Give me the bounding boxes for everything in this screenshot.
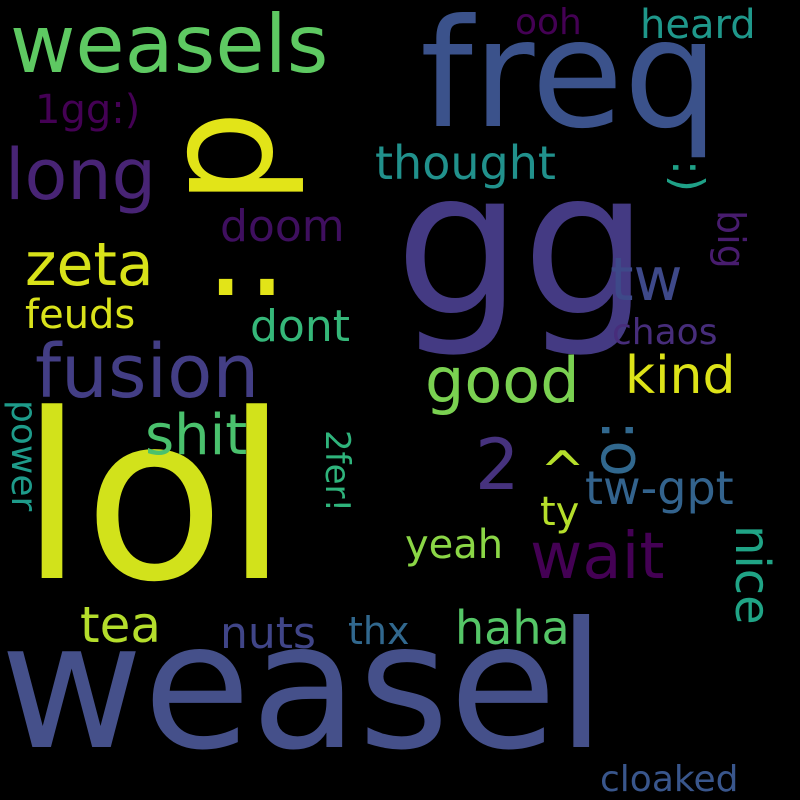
- word-weasels: weasels: [10, 0, 329, 91]
- word-wait: wait: [530, 520, 665, 594]
- word-haha: haha: [455, 601, 570, 655]
- word-thought: thought: [375, 136, 556, 190]
- word-thx: thx: [348, 609, 410, 653]
- word-cloaked: cloaked: [600, 759, 739, 800]
- word-caret: ^: [540, 440, 586, 503]
- word-dots: ..: [205, 174, 288, 326]
- word-kind: kind: [625, 346, 736, 406]
- word-2: 2: [475, 424, 520, 506]
- word-tw-gpt: tw-gpt: [585, 461, 734, 515]
- word-2fer: 2fer!: [317, 430, 357, 513]
- word-fusion: fusion: [35, 329, 260, 415]
- word-lol: lol: [20, 366, 289, 633]
- word-big: big: [709, 210, 753, 269]
- word-gg: gg: [395, 128, 649, 361]
- word-1gg: 1gg:): [35, 87, 141, 133]
- word-dont: dont: [250, 301, 350, 352]
- word-doom: doom: [220, 201, 345, 252]
- word-tea: tea: [80, 596, 162, 654]
- word-good: good: [425, 344, 580, 417]
- word-yeah: yeah: [405, 522, 504, 568]
- word-ty: ty: [540, 489, 580, 535]
- word-long: long: [5, 134, 157, 216]
- word-tw: tw: [610, 245, 683, 315]
- word-heard: heard: [640, 2, 756, 48]
- word-chaos: chaos: [612, 312, 718, 353]
- word-nice: nice: [724, 525, 780, 625]
- word-freq: freq: [420, 0, 719, 162]
- word-ooh: ooh: [515, 2, 582, 43]
- word-shit: shit: [145, 403, 248, 468]
- word-zeta: zeta: [25, 230, 154, 300]
- word-power: power: [3, 400, 44, 512]
- word-nuts: nuts: [220, 608, 316, 659]
- word-smiley: :): [662, 160, 713, 192]
- word-weasel: weasel: [0, 586, 606, 789]
- word-feuds: feuds: [25, 292, 136, 338]
